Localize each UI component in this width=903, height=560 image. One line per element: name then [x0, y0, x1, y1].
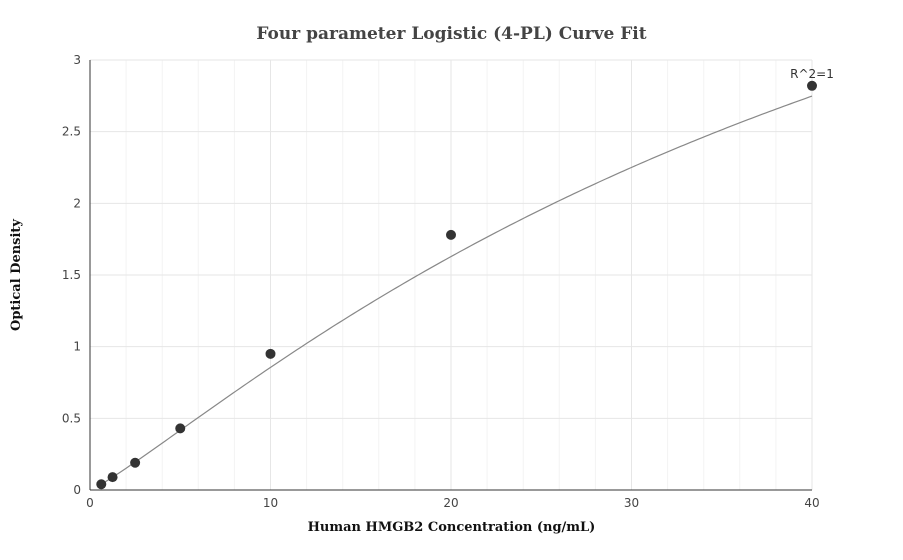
- data-point: [96, 479, 107, 490]
- data-point: [807, 80, 817, 91]
- y-tick-label: 0.5: [62, 411, 81, 425]
- x-tick-labels: 0 10 20 30 40: [86, 496, 819, 510]
- y-tick-label: 2.5: [62, 125, 81, 139]
- x-axis-title: Human HMGB2 Concentration (ng/mL): [308, 520, 596, 535]
- x-tick-label: 20: [443, 496, 458, 510]
- y-axis-title: Optical Density: [9, 219, 24, 331]
- x-tick-label: 10: [263, 496, 278, 510]
- y-tick-label: 1.5: [62, 268, 81, 282]
- y-tick-labels: 0 0.5 1 1.5 2 2.5 3: [62, 53, 81, 497]
- fit-curve-line: [100, 95, 813, 485]
- data-point: [107, 472, 118, 483]
- data-point: [130, 457, 141, 468]
- y-tick-label: 0: [73, 483, 81, 497]
- data-point: [446, 229, 456, 240]
- y-tick-label: 1: [73, 340, 81, 354]
- data-point: [265, 348, 276, 359]
- x-tick-label: 30: [624, 496, 639, 510]
- x-tick-label: 0: [86, 496, 94, 510]
- axes: [89, 60, 812, 491]
- r-squared-label: R^2=1: [790, 67, 834, 81]
- data-point: [175, 423, 186, 434]
- x-tick-label: 40: [804, 496, 819, 510]
- annotations: R^2=1: [790, 67, 834, 81]
- y-tick-label: 3: [73, 53, 81, 67]
- y-tick-label: 2: [73, 196, 81, 210]
- major-gridlines: [90, 59, 813, 490]
- chart-title: Four parameter Logistic (4-PL) Curve Fit: [256, 24, 646, 44]
- data-points: [96, 80, 817, 490]
